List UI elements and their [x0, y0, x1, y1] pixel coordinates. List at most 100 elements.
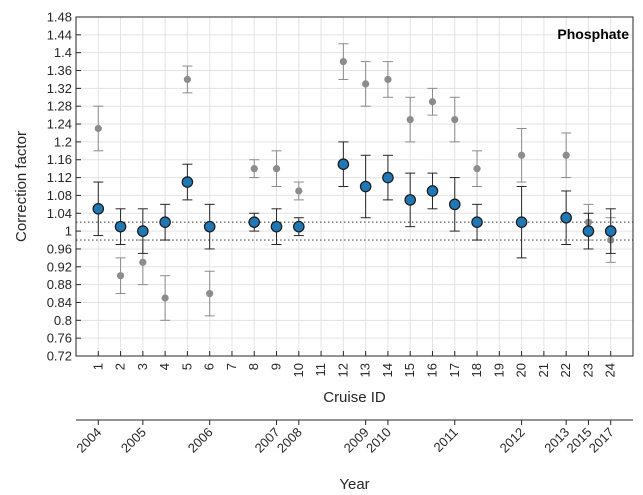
x-tick-label-6: 7 — [224, 363, 239, 370]
year-tick-label-2011: 2011 — [430, 425, 460, 455]
blue-point-23 — [582, 225, 595, 237]
y-tick-label-14: 1.28 — [47, 99, 72, 114]
blue-point-16 — [426, 185, 439, 197]
gray-point-8 — [250, 165, 258, 173]
blue-point-6 — [203, 220, 216, 233]
y-tick-label-9: 1.08 — [47, 188, 72, 203]
y-tick-label-7: 1 — [65, 224, 72, 239]
x-tick-label-11: 12 — [335, 363, 350, 377]
y-tick-label-1: 0.76 — [47, 331, 72, 346]
x-tick-label-10: 11 — [313, 363, 328, 377]
y-tick-label-3: 0.84 — [47, 295, 72, 310]
blue-point-17 — [448, 198, 461, 211]
y-tick-label-16: 1.36 — [47, 63, 72, 78]
blue-point-5 — [181, 176, 194, 188]
blue-point-3 — [137, 225, 149, 237]
year-tick-label-2006: 2006 — [185, 425, 216, 456]
x-tick-label-20: 21 — [536, 363, 551, 377]
y-tick-label-19: 1.48 — [47, 10, 72, 25]
plot-frame — [75, 16, 634, 357]
x-tick-label-22: 23 — [580, 363, 595, 377]
blue-point-20 — [515, 216, 528, 228]
gray-point-17 — [451, 115, 459, 124]
blue-series — [92, 141, 617, 259]
x-tick-label-3: 4 — [157, 363, 172, 370]
x-tick-label-9: 10 — [291, 363, 306, 377]
y-tick-label-6: 0.96 — [47, 241, 72, 256]
year-tick-label-2010: 2010 — [363, 425, 394, 456]
blue-point-24 — [604, 225, 617, 237]
x-tick-label-7: 8 — [246, 363, 261, 370]
x-tick-label-17: 18 — [469, 363, 484, 377]
blue-point-15 — [404, 194, 416, 206]
y-tick-label-0: 0.72 — [47, 349, 72, 364]
gray-point-16 — [428, 98, 437, 106]
y-tick-label-18: 1.44 — [47, 27, 72, 42]
blue-point-8 — [248, 216, 261, 228]
y-tick-label-4: 0.88 — [47, 277, 72, 292]
x-tick-label-2: 3 — [135, 363, 150, 370]
gray-point-14 — [384, 75, 392, 84]
x-tick-label-5: 6 — [202, 363, 217, 370]
gray-point-1 — [94, 124, 102, 133]
x-tick-label-21: 22 — [558, 363, 573, 377]
year-tick-label-2004: 2004 — [73, 425, 104, 456]
year-tick-label-2017: 2017 — [586, 425, 617, 456]
year-axis-label: Year — [339, 476, 369, 493]
year-tick-label-2012: 2012 — [497, 425, 528, 456]
gray-point-6 — [206, 289, 214, 298]
y-axis-ticks: 0.72 0.76 0.8 0.84 0.88 0.92 0.96 1 1.04 1.08 1.12… — [47, 10, 81, 364]
x-tick-label-8: 9 — [269, 363, 284, 370]
gray-series — [93, 43, 616, 321]
gray-point-9 — [272, 165, 281, 173]
x-tick-label-12: 13 — [358, 363, 373, 377]
x-tick-label-18: 19 — [491, 363, 506, 377]
x-tick-label-15: 16 — [424, 363, 439, 377]
y-tick-label-15: 1.32 — [47, 81, 72, 96]
x-tick-label-0: 1 — [90, 363, 105, 370]
blue-point-13 — [359, 180, 372, 193]
gray-point-15 — [406, 115, 414, 124]
gray-point-10 — [295, 187, 303, 195]
blue-point-12 — [337, 158, 350, 170]
gray-point-12 — [339, 58, 347, 66]
chart-title: Phosphate — [557, 26, 629, 42]
y-tick-label-2: 0.8 — [54, 313, 72, 328]
x-axis-label: Cruise ID — [323, 389, 386, 406]
x-tick-label-1: 2 — [113, 363, 128, 370]
blue-point-4 — [159, 216, 171, 228]
x-tick-label-4: 5 — [179, 363, 194, 370]
gray-point-18 — [473, 165, 481, 173]
y-tick-label-12: 1.2 — [54, 134, 72, 149]
x-tick-label-16: 17 — [447, 363, 462, 377]
y-tick-label-11: 1.16 — [47, 152, 72, 167]
gray-point-2 — [116, 272, 125, 280]
gray-point-5 — [183, 75, 191, 84]
x-tick-label-23: 24 — [603, 363, 618, 377]
y-tick-label-8: 1.04 — [47, 206, 72, 221]
y-tick-label-5: 0.92 — [47, 259, 72, 274]
year-tick-label-2005: 2005 — [118, 425, 149, 456]
year-tick-label-2008: 2008 — [274, 425, 305, 456]
x-tick-label-13: 14 — [380, 363, 395, 377]
blue-point-18 — [471, 216, 483, 228]
blue-point-10 — [292, 220, 305, 233]
x-tick-label-19: 20 — [514, 363, 529, 377]
gray-point-3 — [139, 258, 147, 266]
blue-point-22 — [560, 211, 572, 224]
grid — [76, 16, 633, 357]
gray-point-4 — [161, 294, 169, 302]
gray-point-13 — [362, 80, 370, 88]
gray-point-20 — [518, 151, 526, 159]
x-tick-label-14: 15 — [402, 363, 417, 377]
blue-point-9 — [270, 220, 283, 233]
y-tick-label-17: 1.4 — [54, 45, 72, 60]
blue-point-2 — [114, 220, 127, 233]
y-tick-label-10: 1.12 — [47, 170, 72, 185]
y-tick-label-13: 1.24 — [47, 117, 72, 132]
blue-point-14 — [382, 171, 394, 184]
y-axis-label: Correction factor — [13, 131, 30, 242]
x-axis-ticks: 1 2 3 4 5 6 7 8 9 10 11 12 13 14 15 16 17 18 19 20 21 22 23 24 — [90, 351, 618, 377]
